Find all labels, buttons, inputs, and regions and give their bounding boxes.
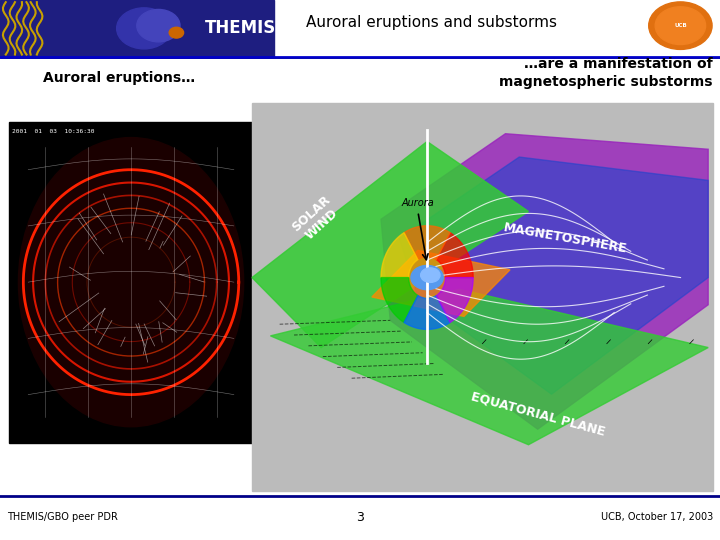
Text: …are a manifestation of
magnetospheric substorms: …are a manifestation of magnetospheric s… bbox=[499, 57, 713, 89]
Polygon shape bbox=[436, 278, 473, 322]
Circle shape bbox=[420, 268, 440, 282]
Circle shape bbox=[117, 8, 171, 49]
Bar bbox=[0, 0, 274, 57]
Polygon shape bbox=[381, 134, 708, 429]
Bar bbox=[9, 122, 253, 443]
Circle shape bbox=[655, 6, 706, 44]
Polygon shape bbox=[436, 233, 473, 278]
Circle shape bbox=[169, 27, 184, 38]
Text: THEMIS: THEMIS bbox=[205, 19, 276, 37]
Polygon shape bbox=[252, 141, 528, 348]
Text: Auroral eruptions and substorms: Auroral eruptions and substorms bbox=[307, 16, 557, 30]
Text: EQUATORIAL PLANE: EQUATORIAL PLANE bbox=[469, 389, 606, 438]
Circle shape bbox=[411, 266, 444, 289]
Text: 3: 3 bbox=[356, 511, 364, 524]
Text: Auroral eruptions…: Auroral eruptions… bbox=[43, 71, 195, 85]
Bar bbox=[252, 103, 713, 491]
Text: UCB: UCB bbox=[674, 23, 687, 28]
Text: THEMIS/GBO peer PDR: THEMIS/GBO peer PDR bbox=[7, 512, 118, 522]
Text: SOLAR
WIND: SOLAR WIND bbox=[289, 193, 343, 245]
Polygon shape bbox=[381, 278, 418, 322]
Polygon shape bbox=[400, 157, 708, 394]
Circle shape bbox=[137, 9, 180, 42]
Circle shape bbox=[649, 2, 712, 49]
Polygon shape bbox=[404, 295, 450, 329]
Text: MAGNETOSPHERE: MAGNETOSPHERE bbox=[503, 221, 629, 256]
Polygon shape bbox=[404, 226, 450, 260]
Text: UCB, October 17, 2003: UCB, October 17, 2003 bbox=[600, 512, 713, 522]
Polygon shape bbox=[372, 251, 510, 316]
Ellipse shape bbox=[19, 138, 243, 427]
Polygon shape bbox=[271, 289, 708, 445]
Text: Aurora: Aurora bbox=[402, 198, 434, 207]
Polygon shape bbox=[381, 233, 418, 278]
Text: 2001  01  03  10:36:30: 2001 01 03 10:36:30 bbox=[12, 129, 95, 134]
